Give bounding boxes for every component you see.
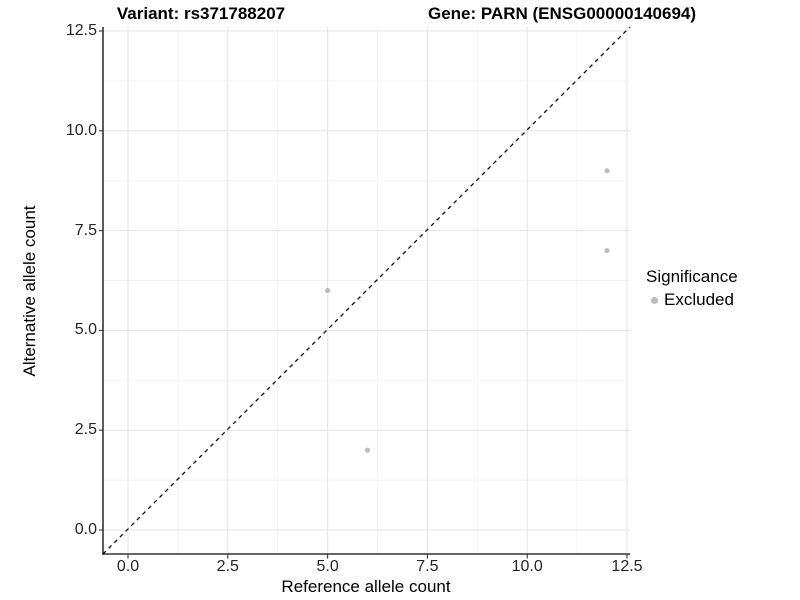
scatter-point bbox=[325, 287, 331, 294]
scatter-point bbox=[604, 168, 610, 174]
x-tick-label: 12.5 bbox=[611, 558, 643, 575]
y-axis-title: Alternative allele count bbox=[20, 205, 39, 377]
y-tick-label: 7.5 bbox=[74, 221, 97, 239]
scatter-point bbox=[364, 447, 371, 453]
legend-key-dot-icon bbox=[651, 297, 658, 304]
x-axis-title: Reference allele count bbox=[281, 577, 451, 596]
y-tick-label: 0.0 bbox=[74, 521, 97, 538]
plot-title-variant: Variant: rs371788207 bbox=[116, 4, 286, 23]
y-tick-label: 10.0 bbox=[65, 121, 97, 139]
y-tick-label: 2.5 bbox=[74, 421, 97, 439]
scatter-point bbox=[604, 247, 610, 254]
y-tick-label: 12.5 bbox=[65, 22, 97, 39]
x-tick-label: 7.5 bbox=[416, 558, 439, 575]
x-tick-label: 10.0 bbox=[511, 558, 543, 575]
legend-item-excluded: Excluded bbox=[646, 290, 738, 310]
legend-title: Significance bbox=[646, 267, 738, 286]
plot-title-gene: Gene: PARN (ENSG00000140694) bbox=[427, 4, 697, 23]
x-tick-label: 2.5 bbox=[216, 558, 239, 575]
x-tick-label: 0.0 bbox=[116, 558, 140, 575]
legend: Significance Excluded bbox=[646, 267, 738, 310]
x-tick-label: 5.0 bbox=[316, 558, 339, 575]
identity-line bbox=[102, 26, 631, 555]
legend-item-label: Excluded bbox=[664, 290, 734, 309]
y-tick-label: 5.0 bbox=[74, 321, 97, 339]
plot-panel bbox=[99, 26, 631, 559]
